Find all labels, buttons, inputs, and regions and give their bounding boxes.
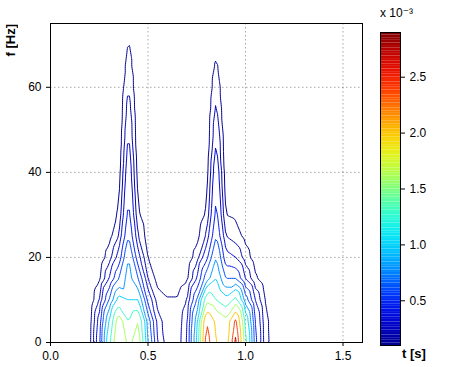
svg-text:1.0: 1.0 [410,238,427,252]
svg-text:2.0: 2.0 [410,126,427,140]
svg-text:0.5: 0.5 [140,349,157,363]
svg-text:0: 0 [35,335,42,349]
html-text:t [s]: t [s] [402,346,426,361]
svg-text:40: 40 [28,165,42,179]
svg-text:1.5: 1.5 [410,182,427,196]
html-text:f [Hz]: f [Hz] [3,24,18,57]
svg-text:0.5: 0.5 [410,294,427,308]
svg-text:20: 20 [28,250,42,264]
svg-text:1.5: 1.5 [335,349,352,363]
svg-text:0.0: 0.0 [42,349,59,363]
html-text:x 10⁻³: x 10⁻³ [380,6,413,20]
svg-text:1.0: 1.0 [237,349,254,363]
svg-text:60: 60 [28,80,42,94]
svg-text:2.5: 2.5 [410,70,427,84]
